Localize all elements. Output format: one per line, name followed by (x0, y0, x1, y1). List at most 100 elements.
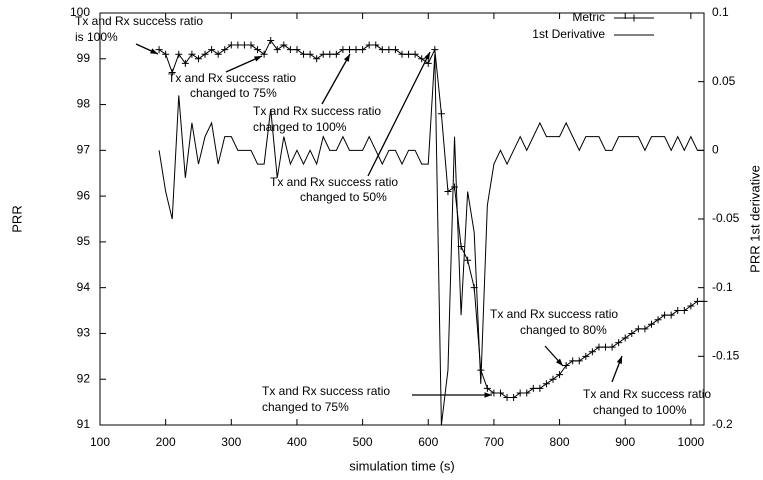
y-tick-label: 95 (77, 234, 91, 248)
annotation: Tx and Rx success ratio (583, 387, 711, 401)
marker (569, 357, 577, 365)
marker (615, 339, 623, 347)
y2-tick-label: -0.15 (712, 349, 740, 363)
annotation: Tx and Rx success ratio (253, 104, 381, 118)
marker (490, 389, 498, 397)
marker (562, 361, 570, 369)
y2-axis-label: PRR 1st derivative (747, 165, 762, 273)
annotation: Tx and Rx success ratio (168, 71, 296, 85)
marker (405, 50, 413, 58)
arrow-head (484, 392, 492, 398)
marker (227, 41, 235, 49)
marker (556, 371, 564, 379)
annotation: is 100% (75, 30, 118, 44)
marker (503, 394, 511, 402)
x-tick-label: 800 (550, 435, 570, 449)
series-line (158, 54, 704, 426)
marker (208, 46, 216, 54)
marker (536, 384, 544, 392)
legend-label: Metric (572, 10, 605, 24)
annotation: Tx and Rx success ratio (75, 14, 203, 28)
arrow-head (424, 52, 430, 60)
arrow-head (555, 358, 563, 366)
y2-tick-label: 0.05 (712, 74, 736, 88)
x-tick-label: 900 (615, 435, 635, 449)
marker (313, 55, 321, 63)
x-tick-label: 700 (484, 435, 504, 449)
x-tick-label: 600 (418, 435, 438, 449)
marker (398, 50, 406, 58)
marker (641, 325, 649, 333)
marker (693, 297, 701, 305)
marker (385, 46, 393, 54)
annotation: Tx and Rx success ratio (270, 175, 398, 189)
x-tick-label: 500 (353, 435, 373, 449)
x-tick-label: 100 (90, 435, 110, 449)
annotation: changed to 100% (593, 403, 687, 417)
marker (201, 50, 209, 58)
marker (418, 55, 426, 63)
marker (280, 41, 288, 49)
marker (575, 357, 583, 365)
marker (549, 375, 557, 383)
marker (674, 307, 682, 315)
marker (326, 50, 334, 58)
marker (352, 46, 360, 54)
marker (247, 41, 255, 49)
x-axis-label: simulation time (s) (349, 458, 454, 473)
y-tick-label: 94 (77, 280, 91, 294)
marker (523, 389, 531, 397)
marker (345, 46, 353, 54)
marker (293, 46, 301, 54)
marker (306, 50, 314, 58)
y-tick-label: 97 (77, 143, 91, 157)
annotation: Tx and Rx success ratio (490, 307, 618, 321)
marker (411, 50, 419, 58)
marker (424, 59, 432, 67)
y2-tick-label: -0.05 (712, 211, 740, 225)
marker (240, 41, 248, 49)
marker (214, 50, 222, 58)
marker (234, 41, 242, 49)
marker (286, 46, 294, 54)
marker (181, 59, 189, 67)
marker (221, 46, 229, 54)
arrow-head (616, 356, 622, 364)
y2-tick-label: -0.2 (712, 417, 733, 431)
marker (680, 307, 688, 315)
x-tick-label: 300 (221, 435, 241, 449)
marker (431, 46, 439, 54)
marker (359, 46, 367, 54)
arrow-head (254, 56, 262, 62)
marker (602, 343, 610, 351)
marker (529, 384, 537, 392)
annotation-arrow (367, 51, 431, 177)
y-tick-label: 99 (77, 51, 91, 65)
marker (194, 55, 202, 63)
marker (700, 297, 708, 305)
annotation-arrow (321, 53, 351, 105)
annotation: Tx and Rx success ratio (262, 384, 390, 398)
marker (332, 50, 340, 58)
arrow-head (150, 48, 158, 54)
marker (188, 50, 196, 58)
y-tick-label: 98 (77, 97, 91, 111)
marker (254, 46, 262, 54)
marker (155, 46, 163, 54)
y-tick-label: 92 (77, 371, 91, 385)
marker (661, 311, 669, 319)
marker (667, 311, 675, 319)
y2-tick-label: -0.1 (712, 280, 733, 294)
marker (654, 316, 662, 324)
annotation: changed to 75% (262, 400, 349, 414)
marker (339, 46, 347, 54)
marker (595, 343, 603, 351)
marker (464, 256, 472, 264)
marker (437, 110, 445, 118)
marker (372, 41, 380, 49)
marker (687, 302, 695, 310)
marker (162, 50, 170, 58)
x-tick-label: 200 (156, 435, 176, 449)
annotation: changed to 50% (300, 190, 387, 204)
marker (444, 188, 452, 196)
